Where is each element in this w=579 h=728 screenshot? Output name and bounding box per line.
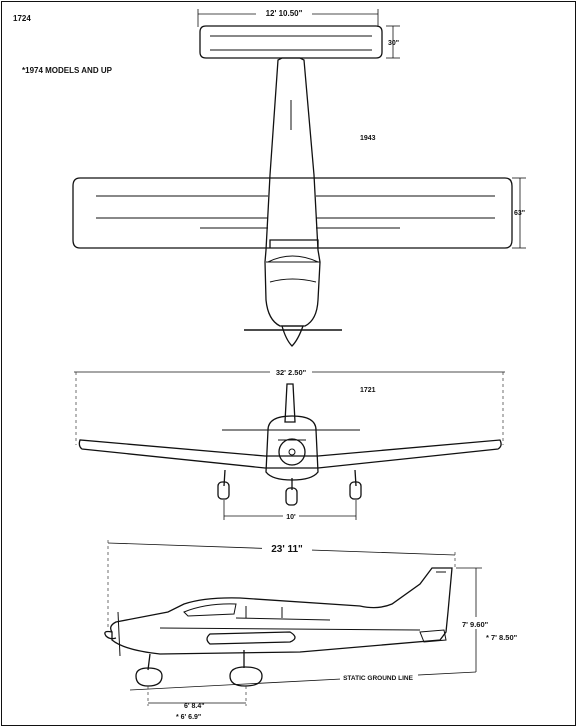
- page-code-1724: 1724: [13, 14, 31, 23]
- fuselage-front: [265, 415, 319, 481]
- windshield-curve: [267, 255, 319, 263]
- left-wheel-front: [217, 481, 230, 500]
- ground-line-label: STATIC GROUND LINE: [343, 675, 413, 682]
- models-note: *1974 MODELS AND UP: [22, 66, 113, 75]
- height-alt-label: * 7' 8.50": [486, 633, 518, 642]
- spinner-side: [104, 630, 117, 640]
- length-label-bg: [262, 541, 312, 555]
- stabilator-planform: [199, 25, 383, 59]
- right-gear-strut: [354, 469, 357, 487]
- spinner-top: [281, 325, 304, 347]
- wing-span-label: 32' 2.50": [276, 368, 307, 377]
- stabilator-chord-label: 30": [388, 40, 399, 47]
- wheelbase-label: 6' 8.4": [184, 703, 205, 710]
- wing-chord-label: 63": [514, 210, 525, 217]
- nose-gear-strut-side: [147, 653, 151, 671]
- ground-line-label-bg: [340, 672, 418, 682]
- track-label-bg: [283, 511, 299, 521]
- stabilator-span-label-bg: [256, 6, 312, 18]
- propeller-side: [117, 611, 121, 657]
- wheelbase-alt-label: * 6' 6.9": [176, 714, 201, 721]
- nose-wheel-front: [285, 487, 298, 506]
- stabilator-span-label: 12' 10.50": [266, 9, 303, 18]
- wheel-track-label: 10': [286, 514, 296, 521]
- page-code-1721: 1721: [360, 387, 376, 394]
- stabilator-side: [419, 629, 447, 643]
- length-label: 23' 11": [271, 544, 303, 555]
- vertical-fin-front: [284, 383, 296, 423]
- fuselage-top: [264, 57, 321, 327]
- right-wheel-front: [349, 481, 362, 500]
- height-label-bg: [462, 617, 492, 629]
- windshield-side: [183, 603, 237, 617]
- height-label: 7' 9.60": [462, 620, 489, 629]
- wing-planform: [72, 177, 513, 249]
- fuselage-side: [110, 567, 453, 655]
- cowling-line: [269, 278, 317, 283]
- nose-wheel-fairing-side: [135, 667, 163, 687]
- window-sill-line: [235, 617, 331, 621]
- front-view: 32' 2.50" 1721 10': [74, 366, 505, 521]
- main-wheel-fairing-side: [229, 666, 263, 687]
- wing-side: [206, 631, 296, 645]
- fuselage-stringer-line: [159, 627, 421, 631]
- page-code-1943: 1943: [360, 135, 376, 142]
- wing-front: [78, 439, 502, 469]
- cowling-nose-front: [278, 438, 306, 466]
- spinner-front: [288, 448, 296, 456]
- wing-span-label-bg: [270, 366, 312, 377]
- top-view: 12' 10.50" 30" 63": [72, 6, 526, 347]
- static-ground-line: [129, 671, 477, 691]
- left-gear-strut: [223, 469, 226, 487]
- side-view: 23' 11" STATIC GROUND LINE 7' 9.60" * 7'…: [104, 540, 518, 721]
